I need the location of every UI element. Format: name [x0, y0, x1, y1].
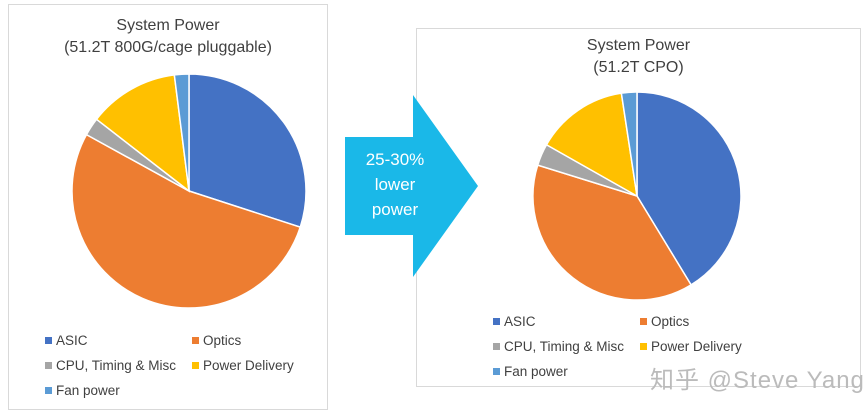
chart-subtitle: (51.2T CPO) — [593, 59, 684, 76]
arrow-line: lower — [374, 175, 416, 194]
watermark: 知乎 @Steve Yang — [650, 367, 865, 394]
pie-chart — [532, 91, 742, 301]
legend-swatch — [640, 343, 647, 350]
legend-swatch — [640, 318, 647, 325]
legend-item: Optics — [192, 333, 241, 348]
legend-swatch — [493, 343, 500, 350]
pie-slice-asic — [636, 91, 742, 286]
legend-swatch — [45, 337, 52, 344]
legend-label: Power Delivery — [651, 339, 742, 354]
legend-label: CPU, Timing & Misc — [504, 339, 625, 354]
legend-item: Power Delivery — [640, 339, 742, 354]
arrow-icon — [345, 95, 478, 277]
legend-swatch — [192, 362, 199, 369]
pie-slice-optics — [532, 164, 693, 301]
pie-slice-power-delivery — [95, 74, 190, 193]
arrow-line: power — [371, 200, 419, 219]
legend-item: ASIC — [45, 333, 88, 348]
legend-item: ASIC — [493, 314, 536, 329]
chart-left: System Power (51.2T 800G/cage pluggable)… — [8, 4, 328, 410]
legend-label: CPU, Timing & Misc — [56, 358, 177, 373]
legend-item: CPU, Timing & Misc — [493, 339, 624, 354]
chart-title: System Power — [116, 17, 220, 34]
legend-label: ASIC — [56, 333, 88, 348]
legend-item: Power Delivery — [192, 358, 294, 373]
legend-label: ASIC — [504, 314, 536, 329]
chart-subtitle: (51.2T 800G/cage pluggable) — [64, 39, 272, 56]
pie-slice-fan-power — [620, 91, 638, 197]
chart-right: System Power (51.2T CPO) ASIC Optics CPU, … — [416, 28, 861, 387]
legend-item: CPU, Timing & Misc — [45, 358, 176, 373]
legend-swatch — [45, 362, 52, 369]
pie-slice-asic — [188, 73, 307, 229]
legend-swatch — [493, 318, 500, 325]
legend-label: Fan power — [56, 383, 120, 398]
legend-label: Fan power — [504, 364, 568, 379]
pie-slice-power-delivery — [545, 92, 638, 198]
pie-slice-optics — [71, 133, 302, 309]
arrow-label: 25-30% lower power — [345, 147, 445, 222]
legend-item: Fan power — [493, 364, 568, 379]
legend-label: Power Delivery — [203, 358, 294, 373]
pie-chart — [71, 73, 307, 309]
legend-label: Optics — [651, 314, 690, 329]
legend-item: Optics — [640, 314, 689, 329]
pie-slice-fan-power — [173, 73, 190, 192]
legend-label: Optics — [203, 333, 242, 348]
arrow-line: 25-30% — [365, 150, 425, 169]
chart-title: System Power — [586, 37, 691, 54]
legend-swatch — [192, 337, 199, 344]
legend-swatch — [45, 387, 52, 394]
legend-swatch — [493, 368, 500, 375]
legend-item: Fan power — [45, 383, 120, 398]
